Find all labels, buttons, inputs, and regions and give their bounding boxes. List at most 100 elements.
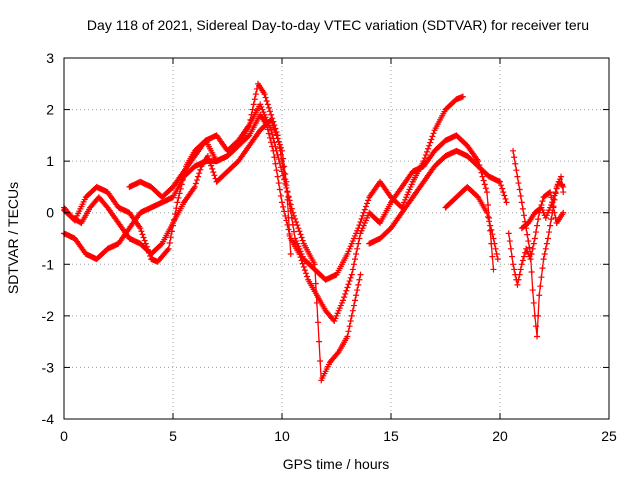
data-point xyxy=(209,165,216,172)
data-point xyxy=(364,200,371,207)
data-point xyxy=(252,91,259,98)
data-point xyxy=(277,144,284,151)
data-point xyxy=(517,192,524,199)
data-point xyxy=(494,256,501,263)
data-point xyxy=(512,160,519,167)
data-point xyxy=(269,131,276,138)
data-point xyxy=(292,215,299,222)
data-point xyxy=(288,205,295,212)
data-point xyxy=(483,209,490,216)
data-point xyxy=(506,238,513,245)
data-point xyxy=(560,189,567,196)
data-point xyxy=(350,302,357,309)
data-point xyxy=(543,240,550,247)
data-point xyxy=(513,167,520,174)
data-point xyxy=(542,245,549,252)
data-point xyxy=(273,167,280,174)
data-point xyxy=(137,225,144,232)
y-tick-label: -1 xyxy=(42,256,55,272)
data-point xyxy=(491,240,498,247)
data-point xyxy=(498,182,505,189)
data-point xyxy=(487,227,494,234)
data-point xyxy=(347,274,354,281)
data-point xyxy=(475,158,482,165)
data-point xyxy=(283,184,290,191)
data-point xyxy=(482,185,489,192)
data-point xyxy=(141,237,148,244)
data-point xyxy=(191,183,198,190)
data-point xyxy=(346,323,353,330)
data-point xyxy=(344,333,351,340)
data-point xyxy=(174,199,181,206)
data-point xyxy=(355,240,362,247)
data-point xyxy=(515,276,522,283)
data-point xyxy=(273,132,280,139)
data-point xyxy=(277,164,284,171)
data-point xyxy=(354,245,361,252)
data-point xyxy=(546,189,553,196)
data-point xyxy=(275,180,282,187)
data-point xyxy=(548,216,555,223)
data-point xyxy=(298,257,305,264)
data-point xyxy=(552,189,559,196)
data-point xyxy=(274,173,281,180)
data-point xyxy=(195,173,202,180)
data-point xyxy=(549,199,556,206)
data-point xyxy=(481,181,488,188)
data-point xyxy=(297,231,304,238)
series-trace-i xyxy=(518,178,567,232)
data-point xyxy=(211,172,218,179)
data-point xyxy=(516,271,523,278)
data-point xyxy=(505,230,512,237)
data-point xyxy=(510,147,517,154)
data-point xyxy=(428,136,435,143)
data-point xyxy=(281,208,288,215)
data-point xyxy=(251,96,258,103)
data-point xyxy=(250,101,257,108)
data-point xyxy=(296,228,303,235)
data-point xyxy=(296,250,303,257)
data-point xyxy=(358,215,365,222)
data-point xyxy=(197,166,204,173)
data-point xyxy=(281,163,288,170)
data-point xyxy=(483,189,490,196)
data-point xyxy=(362,203,369,210)
data-point xyxy=(249,106,256,113)
data-point xyxy=(551,192,558,199)
series-trace-b xyxy=(61,111,497,325)
data-point xyxy=(312,280,319,287)
data-point xyxy=(290,228,297,235)
data-point xyxy=(520,253,527,260)
data-point xyxy=(348,271,355,278)
data-point xyxy=(530,240,537,247)
data-point xyxy=(540,256,547,263)
series-trace-c xyxy=(61,116,294,257)
data-point xyxy=(167,234,174,241)
data-point xyxy=(531,235,538,242)
data-point xyxy=(517,266,524,273)
data-point xyxy=(459,93,466,100)
data-point xyxy=(511,154,518,161)
data-point xyxy=(290,212,297,219)
data-point xyxy=(360,209,367,216)
data-point xyxy=(279,199,285,206)
data-point xyxy=(280,203,287,210)
data-point xyxy=(273,147,280,154)
data-point xyxy=(279,168,285,175)
data-point xyxy=(485,201,492,208)
data-point xyxy=(304,273,311,280)
data-point xyxy=(539,265,546,272)
data-point xyxy=(525,238,532,245)
data-point xyxy=(265,104,272,111)
data-point xyxy=(353,292,360,299)
data-point xyxy=(489,231,496,238)
data-point xyxy=(297,254,304,261)
data-point xyxy=(514,281,521,288)
plot-frame xyxy=(63,57,610,420)
data-point xyxy=(365,197,372,204)
data-point xyxy=(276,186,283,193)
data-point xyxy=(299,237,306,244)
y-tick-label: 3 xyxy=(46,50,54,66)
data-point xyxy=(158,241,165,248)
data-point xyxy=(270,123,277,130)
